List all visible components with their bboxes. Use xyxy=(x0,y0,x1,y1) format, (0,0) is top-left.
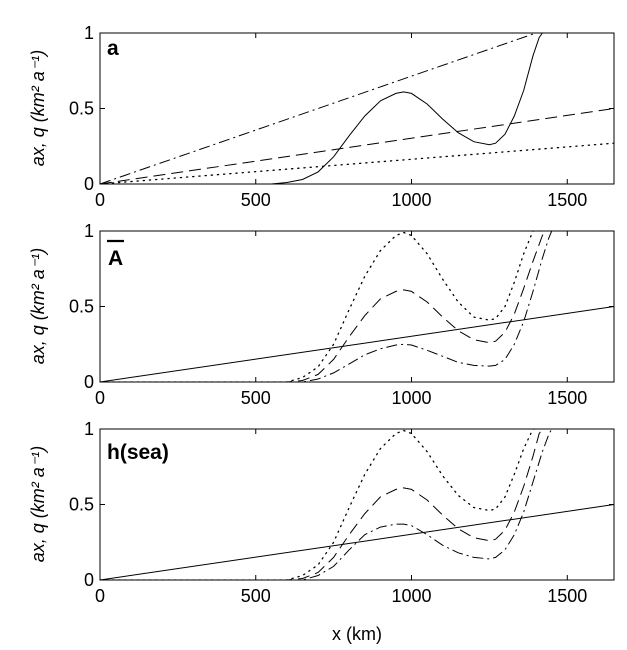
x-tick-label: 1000 xyxy=(391,190,431,210)
panel-label: A xyxy=(108,247,123,270)
plot-frame xyxy=(99,428,615,581)
ticks-layer: 0 500 1000 1500 0 0.5 1 xyxy=(69,23,614,210)
plot-frame xyxy=(99,230,615,383)
series-line-dotted xyxy=(100,429,540,580)
series-layer xyxy=(100,33,614,184)
y-axis-label: ax, q (km² a⁻¹) xyxy=(28,446,48,563)
y-tick-label: 0 xyxy=(84,570,94,590)
ticks-layer: 0 500 1000 1500 0 0.5 1 xyxy=(69,419,614,606)
series-line-dashed xyxy=(100,108,614,184)
series-layer xyxy=(100,429,614,580)
x-tick-label: 1000 xyxy=(391,586,431,606)
series-line-dotted xyxy=(100,231,540,382)
y-axis-label: ax, q (km² a⁻¹) xyxy=(28,248,48,365)
x-tick-label: 0 xyxy=(95,586,105,606)
panel-label: a xyxy=(107,37,119,60)
panel-A-bar: 0 500 1000 1500 0 0.5 1 A ax, q (km² a⁻¹) xyxy=(28,221,615,408)
series-line-solid xyxy=(100,504,614,580)
y-tick-label: 0.5 xyxy=(69,297,94,317)
series-line-solid xyxy=(100,306,614,382)
panel-h-sea: 0 500 1000 1500 0 0.5 1 h(sea) ax, q (km² a⁻¹) xyxy=(28,419,615,606)
x-tick-label: 500 xyxy=(241,388,271,408)
series-line-dash-dot xyxy=(100,231,553,382)
panel-a: 0 500 1000 1500 0 0.5 1 a ax, q (km² a⁻¹) xyxy=(28,23,615,210)
y-tick-label: 1 xyxy=(84,221,94,241)
series-line-dashed xyxy=(100,429,543,580)
x-tick-label: 500 xyxy=(241,190,271,210)
x-tick-label: 500 xyxy=(241,586,271,606)
plot-frame xyxy=(99,32,615,185)
x-axis-label: x (km) xyxy=(332,624,382,644)
y-tick-label: 0.5 xyxy=(69,99,94,119)
y-tick-label: 0 xyxy=(84,174,94,194)
y-tick-label: 0.5 xyxy=(69,495,94,515)
series-line-solid xyxy=(100,33,543,184)
y-tick-label: 1 xyxy=(84,419,94,439)
x-tick-label: 0 xyxy=(95,190,105,210)
x-tick-label: 0 xyxy=(95,388,105,408)
y-tick-label: 0 xyxy=(84,372,94,392)
series-line-dashed xyxy=(100,231,546,382)
ticks-layer: 0 500 1000 1500 0 0.5 1 xyxy=(69,221,614,408)
x-tick-label: 1500 xyxy=(547,388,587,408)
series-layer xyxy=(100,231,614,382)
y-tick-label: 1 xyxy=(84,23,94,43)
x-tick-label: 1500 xyxy=(547,586,587,606)
x-tick-label: 1000 xyxy=(391,388,431,408)
series-line-dash-dot xyxy=(100,429,553,580)
x-tick-label: 1500 xyxy=(547,190,587,210)
panel-label: h(sea) xyxy=(107,441,169,464)
series-line-dash-dot xyxy=(100,33,537,184)
y-axis-label: ax, q (km² a⁻¹) xyxy=(28,50,48,167)
